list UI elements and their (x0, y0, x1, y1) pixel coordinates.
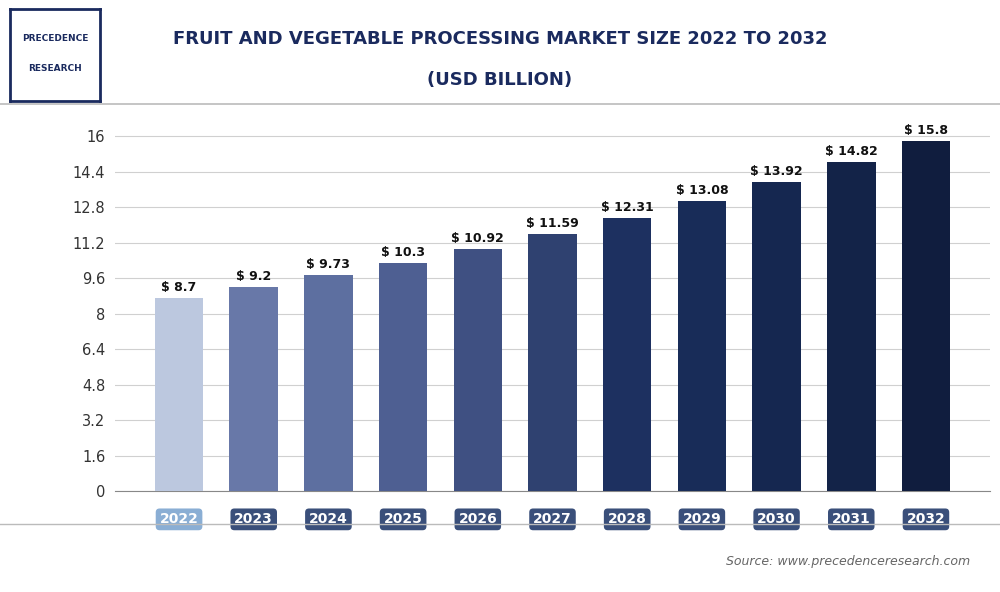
Text: 2023: 2023 (234, 512, 273, 526)
Bar (528, 234, 577, 491)
Text: 2026: 2026 (458, 512, 497, 526)
Text: $ 9.2: $ 9.2 (236, 270, 271, 283)
Text: 2032: 2032 (907, 512, 945, 526)
Bar (304, 275, 353, 491)
Text: $ 15.8: $ 15.8 (904, 124, 948, 137)
Text: $ 9.73: $ 9.73 (306, 258, 350, 271)
Text: 2028: 2028 (608, 512, 647, 526)
Text: 2025: 2025 (384, 512, 423, 526)
Text: (USD BILLION): (USD BILLION) (427, 71, 573, 89)
Text: $ 12.31: $ 12.31 (601, 201, 654, 214)
Bar (603, 218, 651, 491)
Bar (827, 162, 876, 491)
Text: $ 13.08: $ 13.08 (676, 184, 728, 197)
Text: PRECEDENCE: PRECEDENCE (22, 34, 88, 43)
Bar (678, 201, 726, 491)
Bar (229, 287, 278, 491)
Text: $ 8.7: $ 8.7 (161, 281, 197, 294)
Text: 2024: 2024 (309, 512, 348, 526)
Text: $ 13.92: $ 13.92 (750, 165, 803, 178)
Bar (379, 263, 427, 491)
Text: FRUIT AND VEGETABLE PROCESSING MARKET SIZE 2022 TO 2032: FRUIT AND VEGETABLE PROCESSING MARKET SI… (173, 30, 827, 47)
Text: 2030: 2030 (757, 512, 796, 526)
Text: Source: www.precedenceresearch.com: Source: www.precedenceresearch.com (726, 555, 970, 568)
Text: $ 10.92: $ 10.92 (451, 232, 504, 245)
Text: $ 14.82: $ 14.82 (825, 146, 878, 158)
Text: RESEARCH: RESEARCH (28, 64, 82, 73)
Text: $ 10.3: $ 10.3 (381, 246, 425, 259)
Text: 2029: 2029 (683, 512, 721, 526)
Text: 2031: 2031 (832, 512, 871, 526)
Bar (155, 298, 203, 491)
Text: $ 11.59: $ 11.59 (526, 217, 579, 230)
Bar (752, 182, 801, 491)
Text: 2022: 2022 (160, 512, 198, 526)
Bar (454, 249, 502, 491)
Bar (902, 140, 950, 491)
Text: 2027: 2027 (533, 512, 572, 526)
